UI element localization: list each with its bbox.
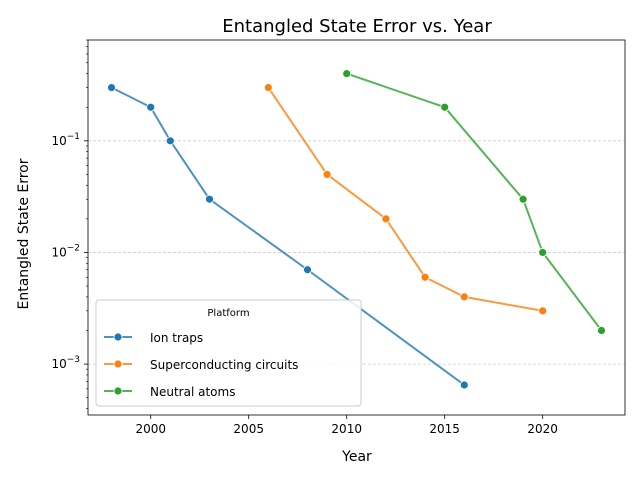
data-point (538, 306, 548, 316)
x-tick-label: 2015 (429, 422, 460, 436)
y-axis-label: Entangled State Error (16, 158, 32, 309)
data-point (459, 380, 469, 390)
data-point (303, 265, 312, 275)
x-tick-label: 2005 (233, 422, 264, 436)
data-point (538, 248, 548, 257)
data-point (205, 194, 214, 204)
data-point (440, 102, 450, 112)
y-tick-label: 10−1 (51, 132, 80, 148)
legend-swatch-marker (113, 359, 123, 369)
data-point (322, 170, 332, 179)
chart-title: Entangled State Error vs. Year (222, 16, 492, 37)
series-line-2 (346, 72, 603, 332)
data-point (381, 214, 391, 224)
series-line-0 (111, 86, 465, 386)
data-point (597, 326, 606, 335)
data-point (342, 69, 352, 79)
grid-lines (88, 140, 625, 365)
x-tick-label: 2010 (331, 422, 362, 436)
y-tick-label: 10−2 (51, 243, 80, 259)
y-tick-label: 10−3 (51, 355, 80, 371)
legend-swatch-marker (113, 332, 123, 342)
legend-box (95, 299, 362, 407)
series-line-1 (267, 86, 543, 312)
data-point (107, 83, 116, 92)
data-point (165, 136, 175, 146)
data-point (459, 292, 469, 302)
legend-entry-label: Superconducting circuits (150, 358, 298, 372)
series-layer (107, 69, 606, 390)
x-tick-label: 2020 (527, 422, 558, 436)
legend-entry-label: Neutral atoms (150, 385, 235, 399)
legend-entry-label: Ion traps (150, 331, 203, 345)
data-point (420, 272, 430, 282)
axes: 2000 2005 2010 2015 2020 10−3 10−2 10−1 (51, 39, 626, 436)
legend-title: Platform (207, 308, 249, 319)
data-point (263, 83, 273, 92)
data-point (146, 102, 156, 112)
data-point (518, 194, 528, 204)
legend[interactable]: Platform Ion traps Superconducting circuit… (95, 299, 362, 407)
x-axis-label: Year (341, 449, 372, 465)
legend-swatch-marker (113, 386, 123, 396)
x-tick-label: 2000 (135, 422, 166, 436)
plot-frame (87, 39, 626, 416)
